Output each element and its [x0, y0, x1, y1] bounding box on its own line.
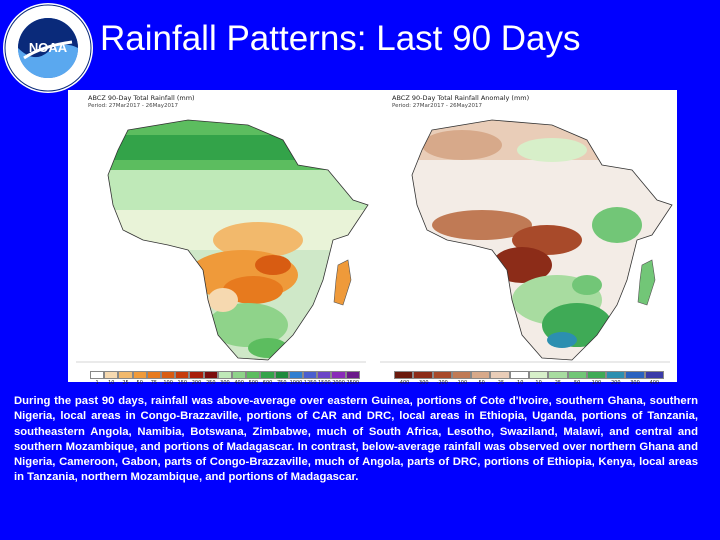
rainfall-anomaly-map: ABCZ 90-Day Total Rainfall Anomaly (mm) …: [372, 90, 677, 386]
legend-swatch: [217, 371, 233, 379]
legend-label: 200: [191, 380, 202, 386]
legend-swatch: [345, 371, 360, 379]
legend-swatch: [413, 371, 433, 379]
legend-label: -100: [455, 380, 468, 386]
legend-label: 25: [554, 380, 562, 386]
legend-swatch: [432, 371, 452, 379]
total-rainfall-map: ABCZ 90-Day Total Rainfall (mm) Period: …: [68, 90, 373, 386]
legend-swatch: [288, 371, 304, 379]
legend-label: 100: [163, 380, 173, 386]
total-rainfall-map-title: ABCZ 90-Day Total Rainfall (mm): [88, 94, 195, 102]
total-rainfall-legend-labels: 1 10 25 50 75 100 150 200 250 300 400 500 600 750 1000…: [90, 380, 360, 388]
legend-swatch: [189, 371, 204, 379]
rainfall-anomaly-map-graphic: [380, 110, 673, 366]
legend-label: 100: [591, 380, 602, 386]
legend-swatch: [118, 371, 133, 379]
legend-label: 300: [220, 380, 230, 386]
legend-swatch: [232, 371, 247, 379]
legend-swatch: [203, 371, 218, 379]
legend-label: 750: [276, 380, 287, 386]
legend-swatch: [644, 371, 664, 379]
rainfall-anomaly-legend: [394, 371, 664, 379]
legend-swatch: [90, 371, 105, 379]
legend-label: 150: [177, 380, 188, 386]
total-rainfall-map-period: Period: 27Mar2017 - 26May2017: [88, 103, 178, 109]
legend-label: -50: [476, 380, 485, 386]
legend-swatch: [175, 371, 190, 379]
legend-swatch: [548, 371, 568, 379]
legend-swatch: [567, 371, 587, 379]
legend-swatch: [394, 371, 414, 379]
legend-label: -300: [417, 380, 429, 386]
legend-label: -25: [495, 380, 505, 386]
legend-label: 400: [649, 380, 660, 386]
legend-label: 200: [610, 380, 621, 386]
legend-swatch: [509, 371, 529, 379]
legend-label: 25: [122, 380, 129, 386]
rainfall-summary-text: During the past 90 days, rainfall was ab…: [14, 395, 698, 484]
legend-swatch: [303, 371, 318, 379]
legend-swatch: [606, 371, 626, 379]
noaa-logo-icon: NOAA: [3, 3, 93, 93]
legend-label: 500: [248, 380, 259, 386]
legend-label: 50: [573, 380, 581, 386]
legend-label: 1: [95, 380, 99, 386]
legend-label: 1000: [289, 380, 303, 386]
legend-swatch: [451, 371, 472, 379]
legend-swatch: [317, 371, 332, 379]
total-rainfall-map-header: ABCZ 90-Day Total Rainfall (mm) Period: …: [88, 94, 195, 110]
legend-label: 1500: [317, 380, 331, 386]
legend-swatch: [471, 371, 491, 379]
legend-swatch: [586, 371, 607, 379]
rainfall-anomaly-map-period: Period: 27Mar2017 - 26May2017: [392, 103, 482, 109]
legend-label: -400: [397, 380, 410, 386]
legend-label: 1250: [303, 380, 317, 386]
legend-swatch: [260, 371, 275, 379]
rainfall-anomaly-map-header: ABCZ 90-Day Total Rainfall Anomaly (mm) …: [392, 94, 529, 110]
legend-label: 600: [262, 380, 273, 386]
legend-swatch: [161, 371, 176, 379]
legend-swatch: [274, 371, 289, 379]
page-title: Rainfall Patterns: Last 90 Days: [100, 19, 581, 58]
legend-label: 250: [205, 380, 216, 386]
legend-label: 10: [535, 380, 542, 386]
legend-label: 2000: [332, 380, 345, 386]
legend-swatch: [146, 371, 162, 379]
legend-swatch: [246, 371, 261, 379]
legend-swatch: [132, 371, 147, 379]
legend-swatch: [331, 371, 346, 379]
total-rainfall-legend: [90, 371, 360, 379]
legend-label: -200: [436, 380, 448, 386]
total-rainfall-map-graphic: [76, 110, 369, 366]
legend-label: 10: [108, 380, 115, 386]
legend-swatch: [625, 371, 645, 379]
legend-swatch: [528, 371, 549, 379]
legend-label: 400: [234, 380, 244, 386]
logo-center-text: NOAA: [29, 40, 68, 55]
legend-label: 2500: [346, 380, 360, 386]
legend-label: 75: [150, 380, 158, 386]
rainfall-anomaly-map-title: ABCZ 90-Day Total Rainfall Anomaly (mm): [392, 94, 530, 102]
legend-swatch: [490, 371, 510, 379]
rainfall-anomaly-legend-labels: -400 -300 -200 -100 -50 -25 -10 10 25 50 100 200 300…: [394, 380, 664, 388]
legend-label: 300: [630, 380, 640, 386]
legend-swatch: [104, 371, 119, 379]
legend-label: 50: [136, 380, 143, 386]
legend-label: -10: [515, 380, 524, 386]
